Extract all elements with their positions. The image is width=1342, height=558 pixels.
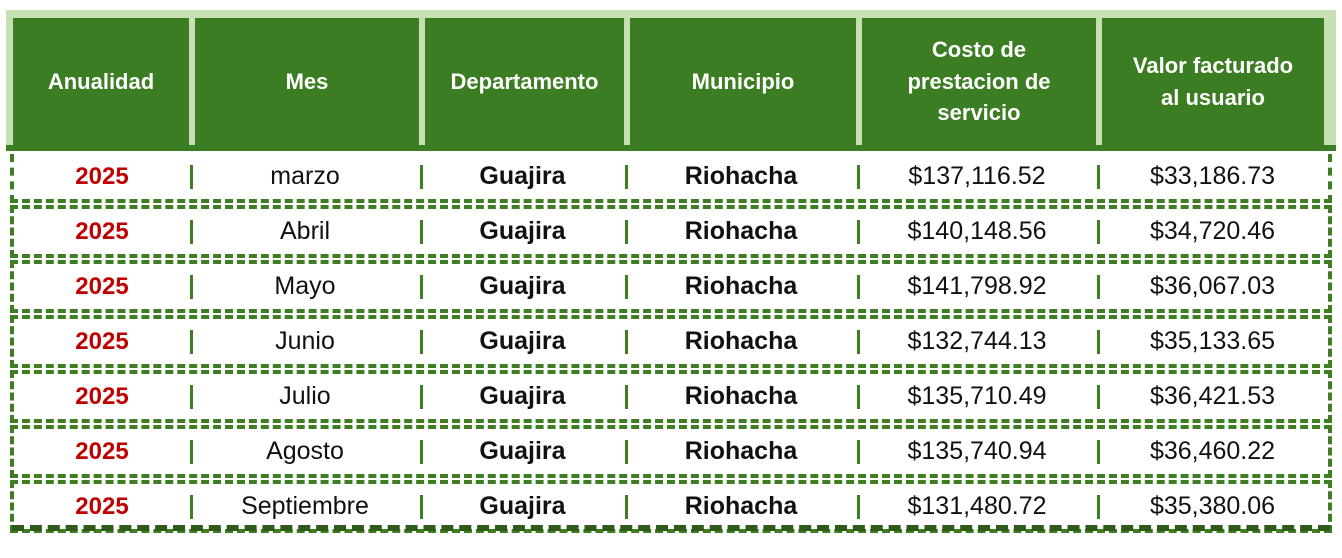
table-row: 2025 Agosto Guajira Riohacha $135,740.94… xyxy=(10,425,1332,478)
cell-anualidad: 2025 xyxy=(75,437,129,465)
cell-valor: $34,720.46 xyxy=(1097,209,1328,254)
table-row: 2025 Abril Guajira Riohacha $140,148.56 … xyxy=(10,205,1332,258)
cell-costo: $135,710.49 xyxy=(857,374,1097,419)
header-cell-municipio: Municipio xyxy=(624,18,856,145)
cell-mes: Mayo xyxy=(190,264,420,309)
table-row: 2025 Junio Guajira Riohacha $132,744.13 … xyxy=(10,315,1332,368)
table-row: 2025 Julio Guajira Riohacha $135,710.49 … xyxy=(10,370,1332,423)
cell-anualidad: 2025 xyxy=(75,272,129,300)
cell-mes: marzo xyxy=(190,154,420,199)
cell-costo: $131,480.72 xyxy=(857,484,1097,529)
cell-mes: Septiembre xyxy=(190,484,420,529)
cell-municipio: Riohacha xyxy=(625,374,857,419)
cell-costo: $137,116.52 xyxy=(857,154,1097,199)
header-cell-anualidad: Anualidad xyxy=(13,18,189,145)
cell-municipio: Riohacha xyxy=(625,154,857,199)
cell-valor: $35,380.06 xyxy=(1097,484,1328,529)
cell-mes: Abril xyxy=(190,209,420,254)
cell-costo: $141,798.92 xyxy=(857,264,1097,309)
cell-departamento: Guajira xyxy=(420,374,625,419)
cell-anualidad: 2025 xyxy=(75,217,129,245)
cell-municipio: Riohacha xyxy=(625,264,857,309)
table-bottom-border xyxy=(12,525,1330,531)
header-cell-costo: Costo de prestacion de servicio xyxy=(856,18,1096,145)
cell-departamento: Guajira xyxy=(420,319,625,364)
cell-mes: Junio xyxy=(190,319,420,364)
header-cell-valor: Valor facturado al usuario xyxy=(1096,18,1324,145)
cell-departamento: Guajira xyxy=(420,209,625,254)
cell-municipio: Riohacha xyxy=(625,484,857,529)
cell-costo: $135,740.94 xyxy=(857,429,1097,474)
cell-valor: $36,460.22 xyxy=(1097,429,1328,474)
cell-anualidad: 2025 xyxy=(75,492,129,520)
cell-valor: $36,421.53 xyxy=(1097,374,1328,419)
cell-departamento: Guajira xyxy=(420,484,625,529)
cell-departamento: Guajira xyxy=(420,154,625,199)
cell-mes: Julio xyxy=(190,374,420,419)
cell-anualidad: 2025 xyxy=(75,382,129,410)
cell-costo: $132,744.13 xyxy=(857,319,1097,364)
cell-costo: $140,148.56 xyxy=(857,209,1097,254)
service-cost-report-table: Anualidad Mes Departamento Municipio Cos… xyxy=(0,10,1342,558)
header-cell-departamento: Departamento xyxy=(419,18,624,145)
cell-valor: $35,133.65 xyxy=(1097,319,1328,364)
cell-municipio: Riohacha xyxy=(625,319,857,364)
header-row: Anualidad Mes Departamento Municipio Cos… xyxy=(13,18,1324,145)
table-row: 2025 Septiembre Guajira Riohacha $131,48… xyxy=(10,480,1332,533)
cell-valor: $33,186.73 xyxy=(1097,154,1328,199)
cell-valor: $36,067.03 xyxy=(1097,264,1328,309)
cell-municipio: Riohacha xyxy=(625,429,857,474)
header-bottom-border xyxy=(6,145,1336,151)
cell-mes: Agosto xyxy=(190,429,420,474)
cell-departamento: Guajira xyxy=(420,429,625,474)
table-row: 2025 marzo Guajira Riohacha $137,116.52 … xyxy=(10,154,1332,203)
table-header: Anualidad Mes Departamento Municipio Cos… xyxy=(6,10,1336,151)
cell-municipio: Riohacha xyxy=(625,209,857,254)
cell-anualidad: 2025 xyxy=(75,327,129,355)
header-cell-mes: Mes xyxy=(189,18,419,145)
cell-departamento: Guajira xyxy=(420,264,625,309)
cell-anualidad: 2025 xyxy=(75,162,129,190)
table-row: 2025 Mayo Guajira Riohacha $141,798.92 $… xyxy=(10,260,1332,313)
table-body: 2025 marzo Guajira Riohacha $137,116.52 … xyxy=(10,154,1332,533)
